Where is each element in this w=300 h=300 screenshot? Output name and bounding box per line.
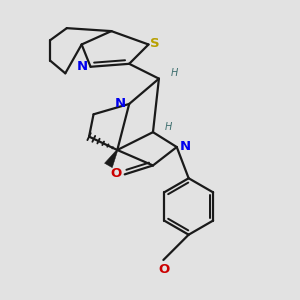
Text: H: H <box>164 122 172 132</box>
Text: H: H <box>171 68 178 78</box>
Text: N: N <box>180 140 191 153</box>
Text: O: O <box>110 167 122 180</box>
Polygon shape <box>104 150 118 168</box>
Text: N: N <box>77 60 88 73</box>
Text: S: S <box>150 37 160 50</box>
Text: O: O <box>158 263 169 276</box>
Text: N: N <box>115 97 126 110</box>
